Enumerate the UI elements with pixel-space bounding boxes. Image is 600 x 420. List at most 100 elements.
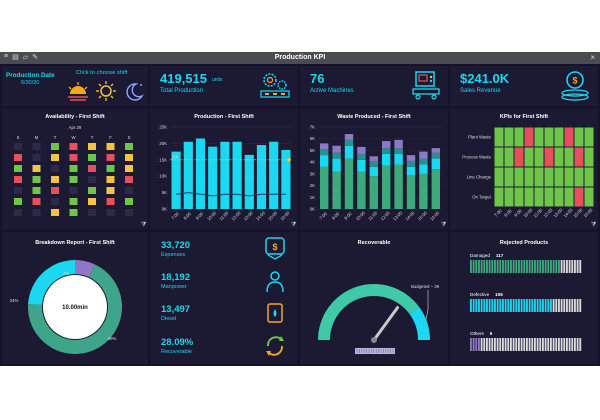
rejected-bar-segment xyxy=(512,260,515,273)
rejected-bar-segment xyxy=(486,260,488,273)
production-bar xyxy=(256,145,267,209)
waste-bar-segment xyxy=(431,152,440,159)
kpi-cell xyxy=(504,187,514,207)
x-tick-label: 15:00 xyxy=(417,210,429,222)
recoverable-panel: Recoverable Budgeted – 39 xyxy=(300,232,448,364)
calendar-day-cell xyxy=(106,154,115,161)
filter-icon[interactable]: ⧩ xyxy=(591,222,597,228)
menu-icon[interactable]: ≡ xyxy=(4,53,9,60)
rejected-bar-segment xyxy=(566,299,568,312)
kpi-title: KPIs for First Shift xyxy=(499,114,549,120)
edit-icon[interactable]: ✎ xyxy=(32,54,38,61)
sales-revenue-value: $241.0K xyxy=(460,71,510,86)
waste-bar-segment xyxy=(320,149,329,156)
availability-title: Availability - First Shift xyxy=(45,114,105,120)
rejected-bar-segment xyxy=(536,260,539,273)
rejected-bar-segment xyxy=(510,260,512,273)
x-tick-label: 16:00 xyxy=(279,210,291,222)
calendar-day-cell xyxy=(14,187,22,194)
y-tick-label: 5K xyxy=(310,148,315,153)
y-tick-label: 2K xyxy=(310,183,315,188)
kpi-heatmap: Plant Waste Process Waste Line Change On Ta… xyxy=(462,127,594,219)
x-tick-label: 12:00 xyxy=(380,210,392,222)
kpi-col-label: 15:00 xyxy=(572,207,584,219)
rejected-bar-segment xyxy=(507,260,510,273)
manpower-label: Manpower xyxy=(161,284,187,290)
rejected-bar-segment xyxy=(478,260,480,273)
factory-gears-icon xyxy=(260,73,290,98)
rejected-bar-segment xyxy=(574,299,576,312)
total-production-label: Total Production xyxy=(160,88,204,94)
kpi-cell xyxy=(564,167,574,187)
rejected-bar-segment xyxy=(560,338,563,351)
moon-icon[interactable] xyxy=(126,83,144,101)
production-date-card[interactable]: Production Date 6/30/20 Click to choose … xyxy=(2,66,148,106)
calendar-day-cell xyxy=(51,165,59,172)
rejected-bar-segment xyxy=(526,338,528,351)
rejected-bar-segment xyxy=(574,260,576,273)
active-machines-value: 76 xyxy=(310,71,325,86)
waste-bar-segment xyxy=(357,146,366,154)
donut-pct-label: 24% xyxy=(10,298,19,303)
close-icon[interactable]: × xyxy=(590,53,595,62)
expenses-value: 33,720 xyxy=(161,240,191,251)
rejected-bar-segment xyxy=(576,299,579,312)
rejected-bar-segment xyxy=(552,260,555,273)
production-bar xyxy=(220,141,230,209)
rejected-bar-segment xyxy=(480,338,483,351)
rejected-bar-segment xyxy=(542,338,544,351)
kpi-row-label: Plant Waste xyxy=(468,135,492,140)
x-tick-label: 11:00 xyxy=(367,210,378,221)
rejected-bar-segment xyxy=(475,338,478,351)
kpi-cell xyxy=(534,167,544,187)
save-icon[interactable]: ▤ xyxy=(12,54,19,61)
rejected-bar-segment xyxy=(547,338,550,351)
kpi-cell xyxy=(524,167,534,187)
waste-bar-segment xyxy=(369,176,378,209)
rejected-bar-segment xyxy=(494,338,496,351)
waste-bar-segment xyxy=(357,153,366,160)
rejected-bar-segment xyxy=(491,299,494,312)
kpi-cell xyxy=(524,127,534,147)
filter-icon[interactable]: ⧩ xyxy=(291,222,297,228)
kpi-cell xyxy=(494,127,504,147)
shift-prompt[interactable]: Click to choose shift xyxy=(76,70,128,76)
rejected-bar-segment xyxy=(576,260,579,273)
production-date-value: 6/30/20 xyxy=(21,80,40,86)
rejected-bar-segment xyxy=(550,338,552,351)
rejected-bar-segment xyxy=(544,260,547,273)
weekday-label: T xyxy=(54,135,57,140)
rejected-bars xyxy=(470,260,582,351)
kpi-col-label: 7:00 xyxy=(493,208,503,218)
rejected-bar-segment xyxy=(558,260,560,273)
filter-icon[interactable]: ⧩ xyxy=(141,222,147,228)
waste-bar-segment xyxy=(382,165,391,209)
calendar-day-cell xyxy=(88,143,96,150)
gauge-hub xyxy=(371,337,377,343)
diesel-label: Diesel xyxy=(161,316,177,322)
waste-bar-segment xyxy=(320,155,329,167)
calendar-day-cell xyxy=(51,209,59,216)
rejected-panel: Rejected Products Damaged 117 Defective 10… xyxy=(450,232,598,364)
waste-bar-segment xyxy=(394,139,403,149)
calendar-day-cell xyxy=(32,154,41,161)
diesel-stat: 13,497 Diesel xyxy=(161,304,190,322)
rejected-bar-segment xyxy=(531,338,534,351)
rejected-bar-segment xyxy=(515,338,518,351)
rejected-bar-segment xyxy=(523,260,526,273)
calendar-day-cell xyxy=(69,198,78,205)
folder-icon[interactable]: ▱ xyxy=(22,54,29,61)
weekday-label: M xyxy=(35,135,39,140)
rejected-bar-segment xyxy=(504,338,507,351)
calendar-day-cell xyxy=(106,143,115,150)
sunrise-icon[interactable] xyxy=(68,82,88,101)
waste-bar-segment xyxy=(419,164,428,174)
dashboard-window: ≡ ▤ ▱ ✎ Production KPI × Production Date… xyxy=(0,52,600,366)
sun-icon[interactable] xyxy=(96,81,116,101)
rejected-bar-segment xyxy=(563,338,566,351)
filter-icon[interactable]: ⧩ xyxy=(441,222,447,228)
production-bar xyxy=(232,141,242,209)
stats-panel: 33,720 Expenses 18,192 Manpower 13,497 D… xyxy=(150,232,298,364)
calendar-day-cell xyxy=(88,154,96,161)
rejected-bar-segment xyxy=(499,338,502,351)
